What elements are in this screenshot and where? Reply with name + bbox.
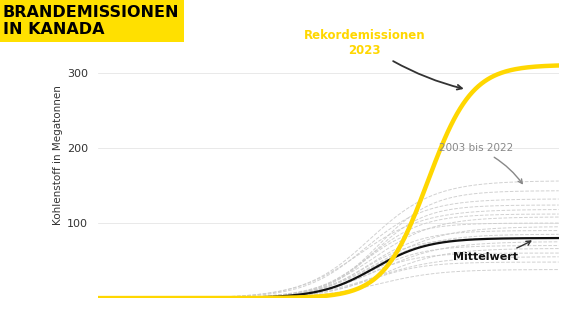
Text: Rekordemissionen
2023: Rekordemissionen 2023 [304, 29, 462, 89]
Y-axis label: Kohlenstoff in Megatonnen: Kohlenstoff in Megatonnen [53, 86, 63, 226]
Text: BRANDEMISSIONEN
IN KANADA: BRANDEMISSIONEN IN KANADA [3, 5, 179, 37]
Text: 2003 bis 2022: 2003 bis 2022 [439, 143, 522, 183]
Text: Mittelwert: Mittelwert [453, 241, 530, 262]
